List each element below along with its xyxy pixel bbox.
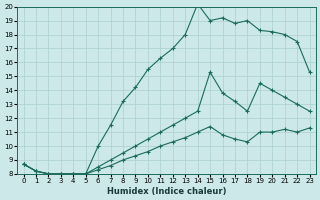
X-axis label: Humidex (Indice chaleur): Humidex (Indice chaleur) (107, 187, 226, 196)
